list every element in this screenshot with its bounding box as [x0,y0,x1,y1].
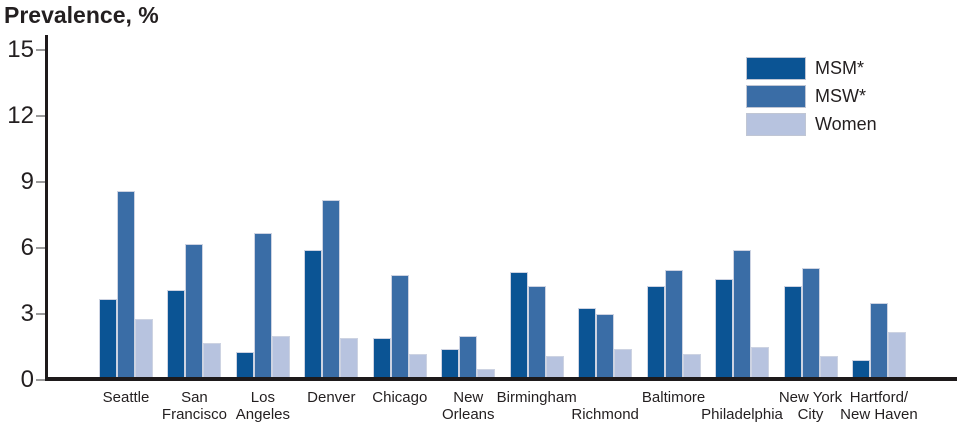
legend-item-women: Women [746,113,877,136]
bar-msw-4 [322,199,341,378]
y-tick-mark [36,313,46,315]
bar-msw-12 [869,303,888,378]
category-label-6: New Orleans [441,389,495,423]
category-label-9: Baltimore [641,389,706,406]
bar-women-8 [614,349,633,378]
bar-msm-12 [851,360,870,378]
bar-msw-8 [596,314,615,378]
legend-swatch-women [746,113,806,136]
legend: MSM* MSW* Women [746,57,877,141]
bar-msm-2 [167,290,186,378]
bar-msm-1 [99,298,117,378]
bar-women-6 [477,369,496,378]
legend-swatch-msm [746,57,806,80]
bar-women-12 [887,331,906,378]
y-tick-mark [36,379,46,381]
bar-msw-5 [390,274,409,378]
bar-msm-7 [509,272,528,378]
category-label-1: Seattle [102,389,150,406]
category-label-5: Chicago [372,389,428,406]
y-tick-label: 15 [7,36,34,63]
y-tick-label: 9 [20,168,34,195]
chart-title: Prevalence, % [4,2,159,28]
bar-msm-6 [441,349,460,378]
legend-label-msw: MSW* [815,86,866,106]
bar-msm-11 [783,285,802,378]
bar-msm-4 [304,250,323,378]
bar-women-7 [545,356,564,378]
bar-msw-11 [801,268,820,378]
x-axis-line [45,377,957,381]
bar-women-9 [682,353,701,378]
bar-msm-9 [646,285,665,378]
bar-women-3 [271,336,290,378]
category-label-4: Denver [307,389,356,406]
bar-msm-3 [235,351,254,378]
category-label-11: New York City [778,389,843,423]
bar-msw-3 [253,232,272,378]
category-label-3: Los Angeles [235,389,290,423]
bar-women-1 [135,318,153,378]
category-label-2: San Francisco [161,389,227,423]
bar-women-2 [203,342,222,378]
y-axis-line [45,35,48,380]
bar-msm-8 [578,307,597,378]
legend-item-msm: MSM* [746,57,877,80]
bar-msw-6 [459,336,478,378]
bar-msw-9 [664,270,683,378]
y-tick-mark [36,115,46,117]
y-tick-mark [36,49,46,51]
y-tick-label: 12 [7,102,34,129]
bar-msw-7 [527,285,546,378]
legend-item-msw: MSW* [746,85,877,108]
category-label-7: Birmingham [496,389,577,406]
bar-women-11 [819,356,838,378]
category-label-12: Hartford/New Haven [840,389,918,423]
y-tick-label: 3 [20,300,34,327]
bar-women-10 [751,347,770,378]
y-tick-label: 0 [20,366,34,393]
bar-msw-1 [117,191,135,378]
bar-msm-5 [372,338,391,378]
y-tick-mark [36,247,46,249]
bar-msm-10 [715,279,734,378]
bar-women-5 [408,353,427,378]
y-tick-mark [36,181,46,183]
category-label-10: Philadelphia [701,406,783,423]
legend-label-women: Women [815,114,877,134]
bar-msw-10 [733,250,752,378]
bar-msw-2 [185,243,204,378]
legend-swatch-msw [746,85,806,108]
bar-women-4 [340,338,359,378]
legend-label-msm: MSM* [815,58,864,78]
category-label-8: Richmond [571,406,639,423]
y-tick-label: 6 [20,234,34,261]
